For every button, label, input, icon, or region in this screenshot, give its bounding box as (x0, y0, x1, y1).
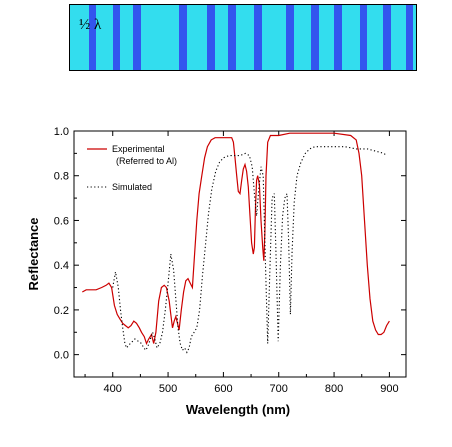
stack-layer (286, 5, 294, 70)
stack-layer (254, 5, 262, 70)
stack-layer (207, 5, 215, 70)
axis-ticks (74, 130, 406, 377)
y-tick-label: 0.2 (54, 305, 69, 317)
y-axis-title: Reflectance (26, 218, 41, 291)
y-tick-label: 0.8 (54, 171, 69, 183)
x-tick-label: 600 (214, 383, 232, 395)
x-axis-title: Wavelength (nm) (186, 402, 290, 417)
series-simulated-line (112, 146, 387, 354)
half-wavelength-label: ½ λ (79, 17, 102, 33)
x-tick-label: 700 (270, 383, 288, 395)
stack-layer (89, 5, 96, 70)
stack-layer (383, 5, 391, 70)
plot-frame (73, 130, 407, 378)
legend-label-experimental: Experimental (112, 144, 165, 154)
x-tick-label: 500 (159, 383, 177, 395)
legend-label-experimental-note: (Referred to Al) (116, 156, 177, 166)
legend-label-simulated: Simulated (112, 182, 152, 192)
legend: Experimental (Referred to Al) Simulated (87, 144, 177, 192)
stack-layer (334, 5, 342, 70)
stack-layer (133, 5, 141, 70)
multilayer-stack-diagram (69, 4, 417, 71)
y-tick-label: 0.4 (54, 260, 69, 272)
stack-layer (113, 5, 120, 70)
x-tick-label: 400 (104, 383, 122, 395)
y-tick-label: 1.0 (54, 126, 69, 138)
stack-layer (311, 5, 319, 70)
y-tick-label: 0.0 (54, 350, 69, 362)
x-tick-label: 900 (380, 383, 398, 395)
series-experimental-line (82, 132, 390, 346)
tick-labels: 400 500 600 700 800 900 0.0 0.2 0.4 0.6 0.8 1.0 (54, 126, 399, 395)
stack-layer (406, 5, 413, 70)
x-tick-label: 800 (325, 383, 343, 395)
stack-layer (360, 5, 367, 70)
stack-layer (228, 5, 236, 70)
stack-layer (179, 5, 187, 70)
y-tick-label: 0.6 (54, 215, 69, 227)
